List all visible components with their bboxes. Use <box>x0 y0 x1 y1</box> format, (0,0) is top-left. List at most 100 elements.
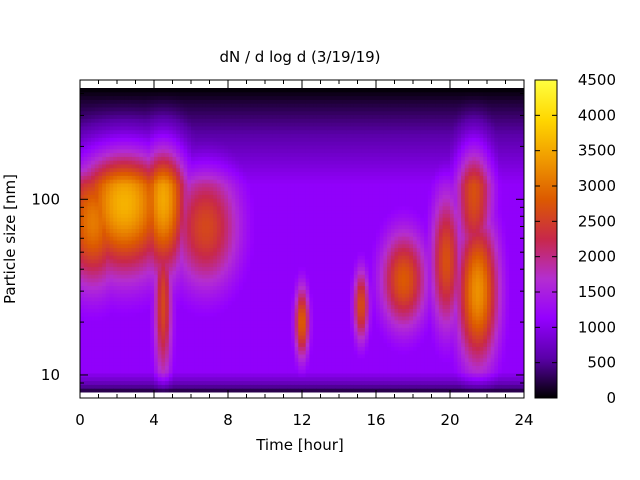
heatmap-cell <box>209 247 214 252</box>
heatmap-cell <box>131 198 136 203</box>
heatmap-cell <box>279 312 284 317</box>
heatmap-cell <box>191 133 196 138</box>
heatmap-cell <box>113 319 118 325</box>
heatmap-cell <box>261 205 266 211</box>
heatmap-cell <box>287 365 292 370</box>
heatmap-cell <box>113 259 118 264</box>
heatmap-cell <box>194 114 199 119</box>
heatmap-cell <box>242 228 247 233</box>
heatmap-cell <box>257 297 262 302</box>
heatmap-cell <box>154 217 159 222</box>
heatmap-cell <box>83 209 88 214</box>
heatmap-cell <box>209 103 214 108</box>
heatmap-cell <box>80 316 85 321</box>
heatmap-cell <box>154 107 159 112</box>
heatmap-cell <box>302 205 307 211</box>
heatmap-cell <box>309 255 314 260</box>
heatmap-cell <box>161 365 166 370</box>
heatmap-cell <box>113 205 118 211</box>
heatmap-cell <box>272 380 277 385</box>
heatmap-cell <box>87 373 92 378</box>
heatmap-cell <box>161 232 166 237</box>
heatmap-cell <box>261 148 266 154</box>
heatmap-cell <box>224 357 229 363</box>
heatmap-cell <box>124 228 129 233</box>
heatmap-cell <box>228 376 233 382</box>
heatmap-cell <box>253 160 259 165</box>
heatmap-cell <box>246 251 251 256</box>
heatmap-cell <box>265 126 270 131</box>
heatmap-cell <box>268 179 273 184</box>
heatmap-cell <box>290 255 296 260</box>
heatmap-cell <box>220 145 225 150</box>
heatmap-cell <box>276 122 281 127</box>
heatmap-cell <box>250 186 255 192</box>
heatmap-cell <box>161 259 166 264</box>
heatmap-cell <box>239 281 244 287</box>
heatmap-cell <box>94 285 99 290</box>
heatmap-cell <box>128 213 133 218</box>
heatmap-cell <box>287 213 292 218</box>
heatmap-cell <box>194 167 199 173</box>
heatmap-cell <box>265 384 270 389</box>
heatmap-cell <box>231 103 236 108</box>
heatmap-cell <box>139 308 144 313</box>
heatmap-cell <box>257 137 262 142</box>
heatmap-cell <box>239 171 244 176</box>
heatmap-cell <box>135 122 140 127</box>
heatmap-cell <box>276 278 281 283</box>
heatmap-cell <box>128 91 133 97</box>
heatmap-cell <box>265 217 270 222</box>
heatmap-cell <box>250 194 255 199</box>
heatmap-cell <box>109 217 114 222</box>
heatmap-cell <box>265 164 270 169</box>
heatmap-cell <box>283 236 288 241</box>
heatmap-cell <box>109 145 114 150</box>
heatmap-cell <box>202 327 207 332</box>
heatmap-cell <box>183 243 188 249</box>
heatmap-cell <box>231 137 236 142</box>
heatmap-cell <box>176 110 181 116</box>
heatmap-cell <box>209 300 214 306</box>
heatmap-cell <box>198 91 203 97</box>
heatmap-cell <box>250 175 255 180</box>
heatmap-cell <box>172 122 177 127</box>
heatmap-cell <box>261 323 266 328</box>
heatmap-cell <box>128 361 133 366</box>
heatmap-cell <box>287 175 292 180</box>
heatmap-cell <box>91 202 96 207</box>
heatmap-cell <box>128 205 133 211</box>
heatmap-cell <box>142 122 148 127</box>
heatmap-cell <box>198 247 203 252</box>
heatmap-cell <box>250 114 255 119</box>
heatmap-cell <box>179 354 185 359</box>
heatmap-cell <box>216 156 222 161</box>
heatmap-cell <box>202 316 207 321</box>
heatmap-cell <box>135 141 140 146</box>
heatmap-cell <box>305 148 310 154</box>
heatmap-cell <box>228 110 233 116</box>
heatmap-cell <box>220 243 225 249</box>
heatmap-cell <box>305 91 310 97</box>
heatmap-cell <box>154 240 159 245</box>
heatmap-cell <box>261 137 266 142</box>
heatmap-cell <box>179 312 185 317</box>
heatmap-cell <box>168 186 173 192</box>
heatmap-cell <box>146 228 151 233</box>
heatmap-cell <box>120 122 125 127</box>
heatmap-cell <box>224 190 229 195</box>
heatmap-cell <box>302 179 307 184</box>
heatmap-cell <box>102 198 107 203</box>
heatmap-cell <box>91 255 96 260</box>
heatmap-cell <box>198 114 203 119</box>
heatmap-cell <box>231 384 236 389</box>
heatmap-cell <box>157 122 162 127</box>
heatmap-cell <box>105 289 111 294</box>
heatmap-cell <box>102 145 107 150</box>
heatmap-cell <box>250 266 255 271</box>
heatmap-cell <box>209 126 214 131</box>
heatmap-cell <box>183 338 188 344</box>
heatmap-cell <box>91 194 96 199</box>
heatmap-cell <box>231 380 236 385</box>
heatmap-cell <box>302 342 307 347</box>
